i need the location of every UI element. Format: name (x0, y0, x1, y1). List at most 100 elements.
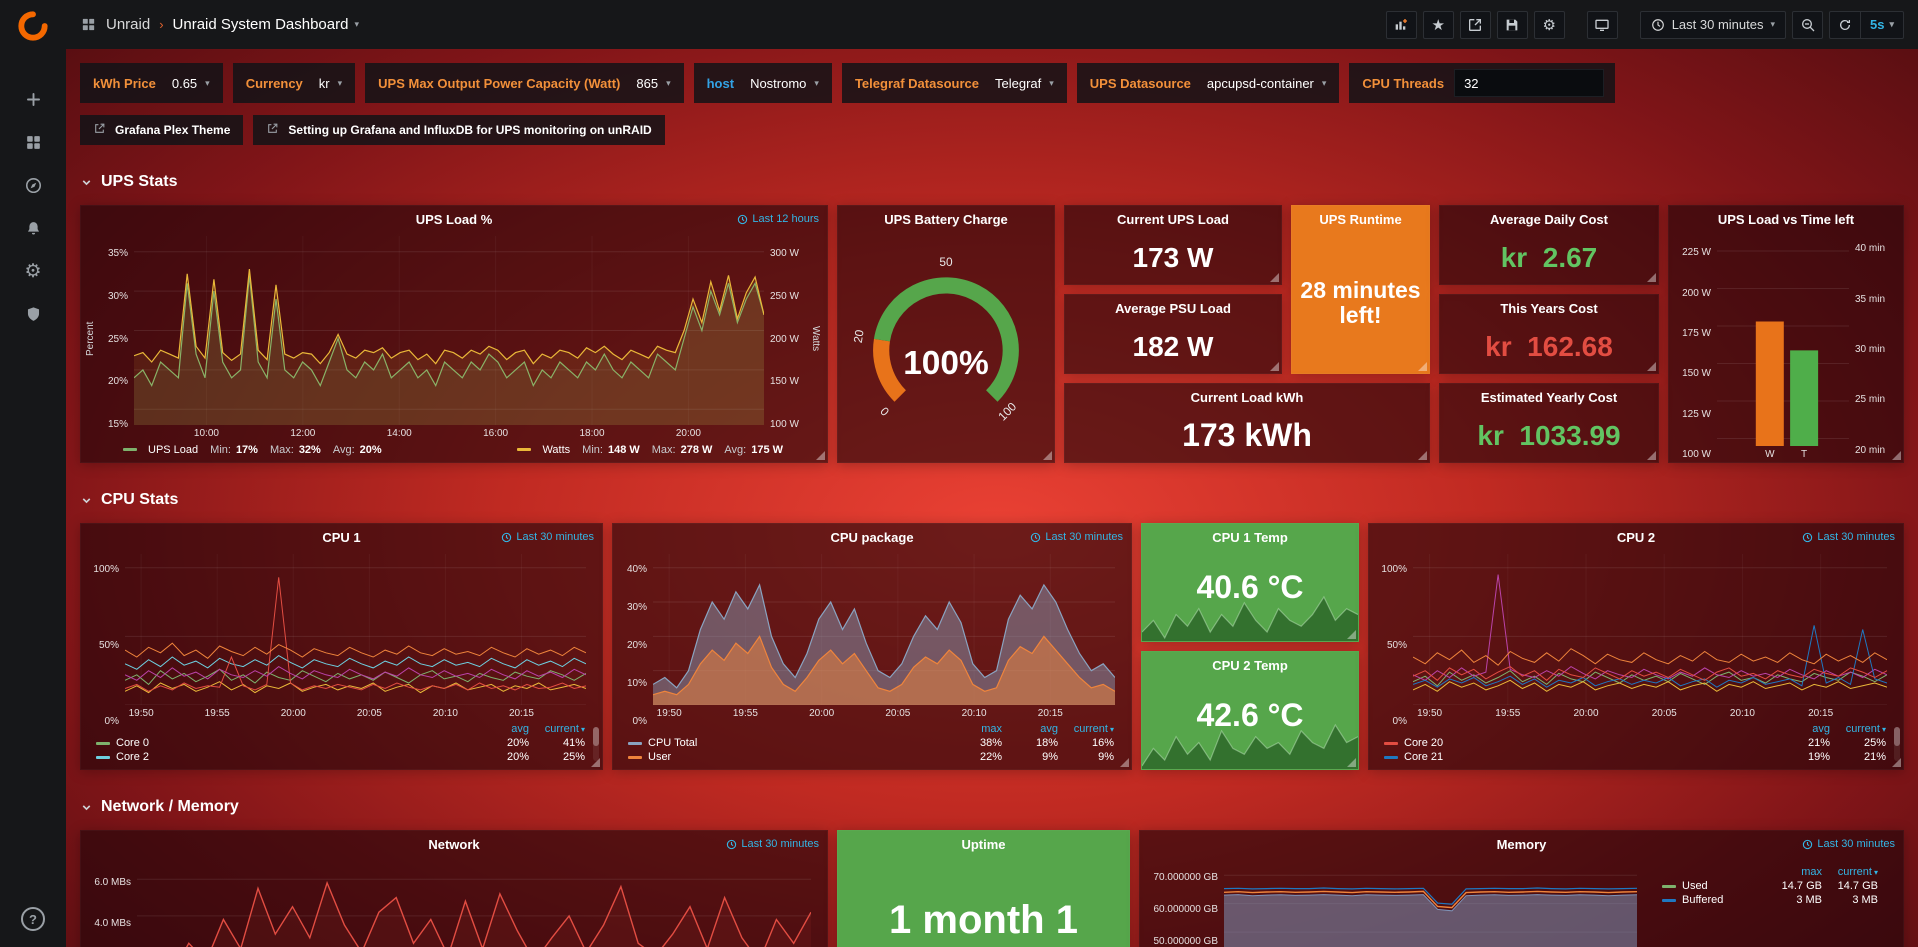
legend-series[interactable]: Watts Min: 148 W Max: 278 W Avg: 175 W (517, 444, 783, 456)
grafana-logo-icon[interactable] (16, 9, 50, 43)
panel-resize-handle[interactable] (1120, 758, 1129, 767)
panel-resize-handle[interactable] (1347, 758, 1356, 767)
row-header-ups-stats[interactable]: UPS Stats (80, 169, 1904, 195)
panel-title[interactable]: Uptime (961, 836, 1006, 852)
legend-sort-current[interactable]: current ▾ (1845, 723, 1886, 735)
admin-shield-icon[interactable] (23, 304, 43, 324)
panel-title[interactable]: Memory (1496, 836, 1547, 852)
save-dashboard-button[interactable] (1496, 10, 1528, 39)
panel-title[interactable]: CPU 2 (1616, 529, 1656, 545)
dashboard-settings-button[interactable]: ⚙ (1533, 10, 1565, 39)
cycle-view-mode-button[interactable] (1586, 10, 1618, 39)
row-header-cpu-stats[interactable]: CPU Stats (80, 487, 1904, 513)
panel-resize-handle[interactable] (1647, 273, 1656, 282)
help-icon[interactable]: ? (21, 907, 45, 931)
configuration-gear-icon[interactable]: ⚙ (24, 260, 42, 282)
legend-series[interactable]: Core 0 20% 41% (93, 736, 588, 750)
legend-sort-current[interactable]: current ▾ (544, 723, 585, 735)
legend-series[interactable]: UPS Load Min: 17% Max: 32% Avg: 20% (123, 444, 382, 456)
panel-title[interactable]: UPS Runtime (1319, 211, 1402, 227)
panel-resize-handle[interactable] (1270, 273, 1279, 282)
panel-title[interactable]: Average PSU Load (1115, 300, 1231, 316)
legend-series[interactable]: User 22% 9% 9% (625, 750, 1117, 764)
zoom-out-button[interactable] (1792, 10, 1823, 39)
cpu1-temp-sparkline (1142, 592, 1358, 641)
panel-title[interactable]: Network (428, 836, 480, 852)
variable-value-dropdown[interactable]: 865 ▾ (636, 75, 671, 91)
ups-bar-chart[interactable]: 225 W 200 W 175 W 150 W 125 W 100 W W T 40 min 35… (1682, 243, 1886, 460)
legend-series[interactable]: Core 20 21% 25% (1381, 736, 1889, 750)
legend-sort-avg[interactable]: avg (1812, 723, 1830, 735)
legend-series[interactable]: Core 21 19% 21% (1381, 750, 1889, 764)
panel-resize-handle[interactable] (1647, 451, 1656, 460)
panel-resize-handle[interactable] (816, 451, 825, 460)
variable-value-dropdown[interactable]: kr ▾ (318, 75, 343, 91)
explore-compass-icon[interactable] (23, 175, 43, 195)
variable-value-dropdown[interactable]: Telegraf ▾ (994, 75, 1054, 91)
star-dashboard-button[interactable]: ★ (1422, 10, 1454, 39)
create-plus-icon[interactable] (23, 89, 43, 109)
panel-title[interactable]: Estimated Yearly Cost (1480, 389, 1618, 405)
panel-resize-handle[interactable] (1347, 630, 1356, 639)
panel-resize-handle[interactable] (1418, 451, 1427, 460)
panel-resize-handle[interactable] (1270, 362, 1279, 371)
legend-series[interactable]: Core 2 20% 25% (93, 750, 588, 764)
cpu-package-chart[interactable]: 40% 30% 20% 10% 0% 19:50 19:55 20:00 20:05 20:10 2… (613, 550, 1131, 727)
panel-resize-handle[interactable] (1892, 451, 1901, 460)
time-range-override: Last 12 hours (737, 213, 819, 225)
panel-title[interactable]: CPU 2 Temp (1212, 657, 1288, 673)
legend-sort-current[interactable]: current ▾ (1837, 866, 1878, 878)
panel-title[interactable]: Current UPS Load (1117, 211, 1229, 227)
panel-title[interactable]: Average Daily Cost (1489, 211, 1608, 227)
panel-resize-handle[interactable] (1647, 362, 1656, 371)
ups-load-chart[interactable]: Percent 35% 30% 25% 20% 15% 10:00 12:00 14:00 16:… (85, 236, 821, 439)
panel-title[interactable]: UPS Load % (415, 211, 493, 227)
user-avatar[interactable] (19, 861, 47, 889)
legend-scrollbar[interactable] (1894, 727, 1900, 761)
legend-scrollbar[interactable] (593, 727, 599, 761)
dashboard-link[interactable]: Grafana Plex Theme (80, 115, 244, 145)
dashboards-icon[interactable] (23, 132, 43, 152)
row-header-network-memory[interactable]: Network / Memory (80, 794, 1904, 820)
legend-sort-avg[interactable]: avg (1040, 723, 1058, 735)
variable-value-dropdown[interactable]: Nostromo ▾ (750, 75, 819, 91)
panel-title[interactable]: UPS Load vs Time left (1717, 211, 1855, 227)
cpu2-chart[interactable]: 100% 50% 0% 19:50 19:55 20:00 20:05 20:10 20:15 (1369, 550, 1903, 727)
panel-resize-handle[interactable] (1043, 451, 1052, 460)
add-panel-button[interactable] (1385, 10, 1417, 39)
panel-title[interactable]: CPU 1 (322, 529, 361, 545)
legend-series[interactable]: Buffered 3 MB 3 MB (1659, 893, 1881, 907)
variable-value-dropdown[interactable]: apcupsd-container ▾ (1206, 75, 1327, 91)
variable-value-dropdown[interactable]: 0.65 ▾ (171, 75, 210, 91)
memory-chart[interactable]: 70.000000 GB 60.000000 GB 50.000000 GB (1140, 857, 1653, 947)
legend-sort-avg[interactable]: avg (511, 723, 529, 735)
variable-input[interactable] (1454, 69, 1605, 97)
panel-title[interactable]: CPU 1 Temp (1212, 529, 1288, 545)
refresh-interval-dropdown[interactable]: 5s ▾ (1860, 11, 1903, 38)
chevron-down-icon: ▾ (1321, 77, 1327, 88)
time-range-picker[interactable]: Last 30 minutes ▾ (1639, 10, 1786, 39)
breadcrumb: Unraid › Unraid System Dashboard ▾ (80, 16, 359, 33)
refresh-button[interactable] (1830, 12, 1860, 38)
panel-resize-handle[interactable] (591, 758, 600, 767)
breadcrumb-folder[interactable]: Unraid (106, 16, 151, 33)
panel-resize-handle[interactable] (1892, 758, 1901, 767)
legend-sort-max[interactable]: max (1801, 866, 1822, 878)
memory-legend: max current ▾ Used 14.7 GB 14.7 GB Buffered 3 M… (1653, 857, 1903, 947)
panel-resize-handle[interactable] (1418, 362, 1427, 371)
panel-title[interactable]: This Years Cost (1500, 300, 1598, 316)
panel-title[interactable]: CPU package (830, 529, 914, 545)
legend-series[interactable]: CPU Total 38% 18% 16% (625, 736, 1117, 750)
legend-sort-current[interactable]: current ▾ (1073, 723, 1114, 735)
cpu1-chart[interactable]: 100% 50% 0% 19:50 19:55 20:00 20:05 20:10 20:15 (81, 550, 602, 727)
legend-sort-max[interactable]: max (981, 723, 1002, 735)
dashboard-link[interactable]: Setting up Grafana and InfluxDB for UPS … (253, 115, 665, 145)
share-dashboard-button[interactable] (1459, 10, 1491, 39)
dashboard-title-dropdown[interactable]: Unraid System Dashboard ▾ (172, 16, 359, 33)
panel-title[interactable]: Current Load kWh (1190, 389, 1304, 405)
chevron-down-icon: ▾ (354, 19, 359, 29)
alerting-bell-icon[interactable] (23, 218, 43, 238)
panel-title[interactable]: UPS Battery Charge (884, 211, 1008, 227)
legend-series[interactable]: Used 14.7 GB 14.7 GB (1659, 879, 1881, 893)
